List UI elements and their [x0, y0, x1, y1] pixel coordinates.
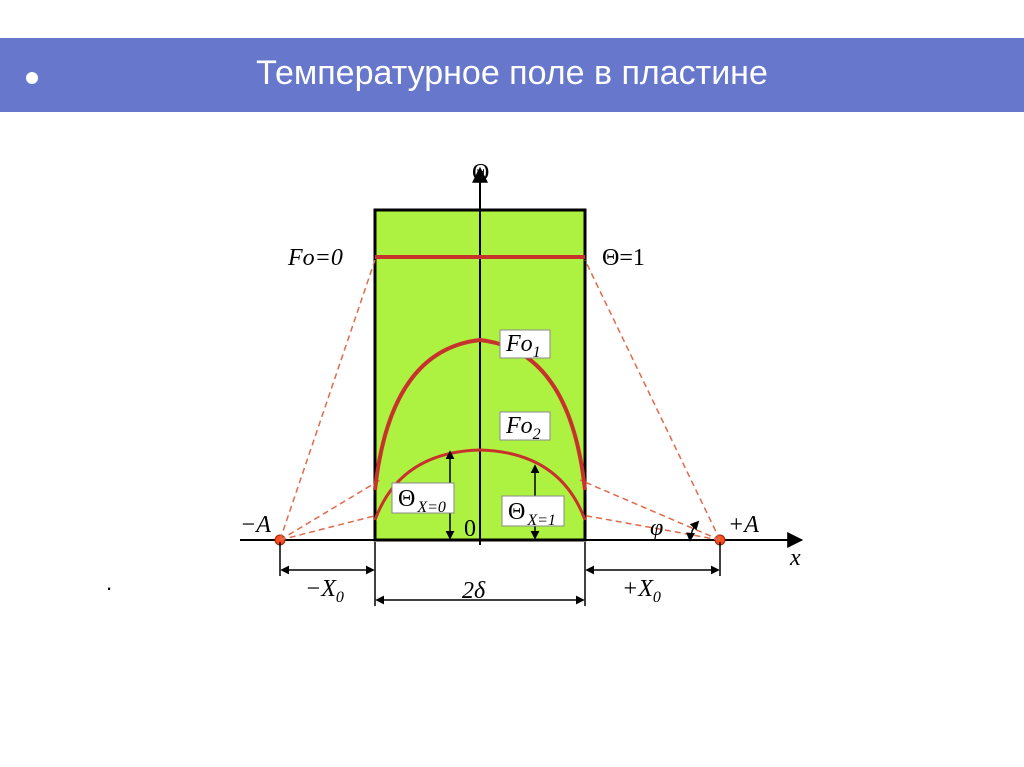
slide: Температурное поле в пластине . [0, 0, 1024, 767]
label-x-axis: x [789, 545, 801, 571]
dash-left-3 [280, 515, 378, 540]
header-underline [40, 116, 1010, 120]
label-plus-x0: +X0 [622, 576, 661, 606]
stray-dot: . [106, 570, 112, 596]
label-theta-eq-1: Θ=1 [602, 245, 645, 271]
label-zero: 0 [464, 516, 476, 542]
dash-left-2 [280, 480, 380, 540]
label-theta-axis: Θ [472, 160, 489, 186]
slide-title: Температурное поле в пластине [0, 54, 1024, 93]
label-phi: φ [650, 515, 663, 541]
phi-arc [690, 522, 698, 540]
label-minus-x0: −X0 [305, 576, 344, 606]
label-two-delta: 2δ [462, 578, 486, 604]
label-minus-a: −A [240, 512, 271, 538]
label-plus-a: +A [728, 512, 759, 538]
dash-left-1 [280, 260, 375, 540]
dash-right-1 [585, 260, 720, 540]
temperature-field-diagram: Θ x Fo=0 Θ=1 Fo1 Fo2 ΘX=0 ΘX=1 −A +A 0 φ… [180, 150, 840, 620]
label-fo-eq-0: Fo=0 [287, 245, 343, 271]
